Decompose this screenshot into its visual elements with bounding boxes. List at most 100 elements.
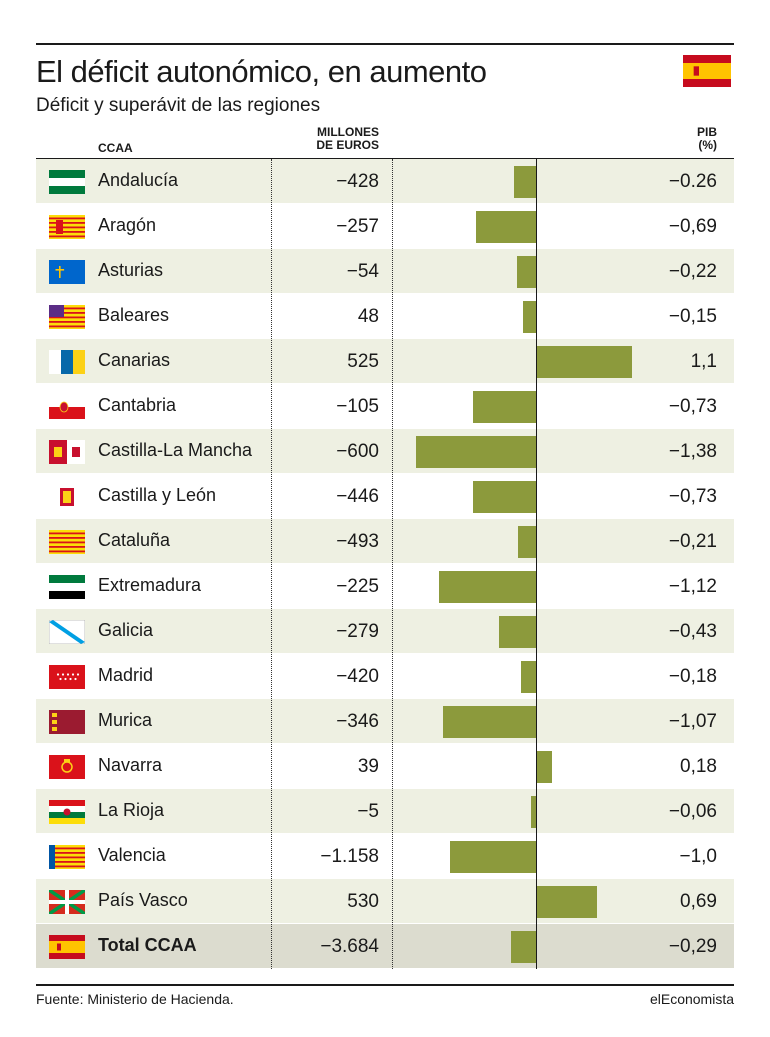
flag-castilla-la-mancha-icon — [49, 440, 85, 464]
millones-value: −600 — [336, 441, 379, 462]
bar-navarra — [536, 750, 553, 783]
row-separator — [36, 698, 734, 699]
millones-value: −225 — [336, 576, 379, 597]
millones-value: −493 — [336, 531, 379, 552]
bar-canarias — [536, 345, 633, 378]
header-rule — [36, 158, 734, 159]
top-rule — [36, 43, 734, 45]
flag-valencia-icon — [49, 845, 85, 869]
millones-value: −420 — [336, 666, 379, 687]
row-separator — [36, 968, 734, 969]
bar-total-ccaa — [511, 930, 537, 963]
row-separator — [36, 428, 734, 429]
pib-value: −0.26 — [668, 171, 717, 192]
region-name: Canarias — [98, 350, 171, 370]
region-name: Aragón — [98, 215, 157, 235]
millones-value: −3.684 — [320, 936, 379, 957]
region-name: La Rioja — [98, 800, 165, 820]
bar-extremadura — [439, 570, 537, 603]
table-row: Castilla-La Mancha −600 −1,38 — [36, 429, 734, 474]
pib-value: −0,21 — [668, 531, 717, 552]
flag-andalucia-icon — [49, 170, 85, 194]
millones-value: −279 — [336, 621, 379, 642]
bar-la-rioja — [531, 795, 537, 828]
bar-galicia — [499, 615, 537, 648]
row-separator — [36, 923, 734, 924]
dotted-divider-left — [271, 159, 272, 969]
table-row: Andalucía −428 −0.26 — [36, 159, 734, 204]
region-name: Extremadura — [98, 575, 202, 595]
bar-cataluna — [518, 525, 537, 558]
row-separator — [36, 293, 734, 294]
pib-value: 0,18 — [680, 756, 717, 777]
bar-asturias — [517, 255, 537, 288]
millones-value: 525 — [347, 351, 379, 372]
flag-galicia-icon — [49, 620, 85, 644]
pib-value: −1,38 — [668, 441, 717, 462]
flag-navarra-icon — [49, 755, 85, 779]
table-row: País Vasco 530 0,69 — [36, 879, 734, 924]
bar-andalucia — [513, 165, 537, 198]
region-name: Valencia — [98, 845, 166, 865]
region-name: Castilla-La Mancha — [98, 440, 253, 460]
flag-madrid-icon — [49, 665, 85, 689]
flag-pais-vasco-icon — [49, 890, 85, 914]
header-ccaa: CCAA — [98, 141, 133, 155]
millones-value: −446 — [336, 486, 379, 507]
bar-cantabria — [472, 390, 537, 423]
region-name: Baleares — [98, 305, 170, 325]
table-row: Valencia −1.158 −1,0 — [36, 834, 734, 879]
row-separator — [36, 338, 734, 339]
region-name: País Vasco — [98, 890, 188, 910]
millones-value: −257 — [336, 216, 379, 237]
row-separator — [36, 878, 734, 879]
flag-castilla-y-leon-icon — [49, 485, 85, 509]
millones-value: 48 — [357, 306, 379, 327]
row-separator — [36, 518, 734, 519]
flag-cataluna-icon — [49, 530, 85, 554]
row-separator — [36, 653, 734, 654]
table-row: Extremadura −225 −1,12 — [36, 564, 734, 609]
brand-logo: elEconomista — [649, 991, 734, 1007]
table-row: Cantabria −105 −0,73 — [36, 384, 734, 429]
bar-castilla-la-mancha — [416, 435, 537, 468]
millones-value: −428 — [336, 171, 379, 192]
table-row: Madrid −420 −0,18 — [36, 654, 734, 699]
millones-value: 39 — [357, 756, 379, 777]
spain-flag-icon — [683, 55, 731, 87]
pib-value: −1,12 — [668, 576, 717, 597]
pib-value: −0,73 — [668, 486, 717, 507]
pib-value: 0,69 — [680, 891, 717, 912]
row-separator — [36, 563, 734, 564]
dotted-divider-right — [392, 159, 393, 969]
millones-value: −1.158 — [320, 846, 379, 867]
region-name: Navarra — [98, 755, 163, 775]
region-name: Total CCAA — [98, 935, 197, 955]
bar-aragon — [476, 210, 537, 243]
bar-valencia — [449, 840, 537, 873]
region-name: Murica — [98, 710, 153, 730]
pib-value: −0,29 — [668, 936, 717, 957]
pib-value: −0,69 — [668, 216, 717, 237]
table-row: Cataluña −493 −0,21 — [36, 519, 734, 564]
chart-title: El déficit autonómico, en aumento — [36, 54, 487, 89]
flag-baleares-icon — [49, 305, 85, 329]
bottom-rule — [36, 984, 734, 986]
flag-spain-icon — [49, 935, 85, 959]
row-separator — [36, 248, 734, 249]
millones-value: −54 — [346, 261, 379, 282]
pib-value: −1,07 — [668, 711, 717, 732]
row-separator — [36, 788, 734, 789]
pib-value: −0,43 — [668, 621, 717, 642]
total-row: Total CCAA −3.684 −0,29 — [36, 924, 734, 969]
pib-value: −0,73 — [668, 396, 717, 417]
pib-value: −0,15 — [668, 306, 717, 327]
header-pib: PIB (%) — [696, 125, 717, 152]
pib-value: −0,22 — [668, 261, 717, 282]
region-name: Cataluña — [98, 530, 171, 550]
table-row: Castilla y León −446 −0,73 — [36, 474, 734, 519]
row-separator — [36, 833, 734, 834]
millones-value: −105 — [336, 396, 379, 417]
row-separator — [36, 473, 734, 474]
bar-baleares — [523, 300, 537, 333]
